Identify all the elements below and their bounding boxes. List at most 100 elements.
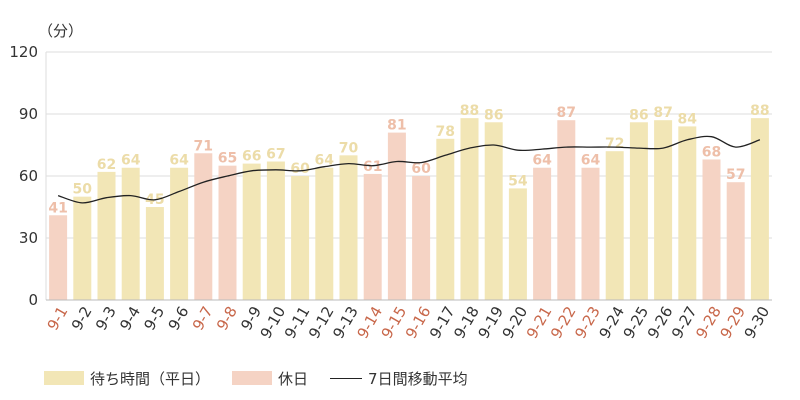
- bar-value-label: 54: [508, 173, 528, 189]
- legend-label-holiday: 休日: [278, 369, 309, 388]
- x-tick-label: 9-6: [165, 303, 193, 333]
- bar-holiday: [557, 120, 576, 300]
- bar-value-label: 87: [557, 105, 576, 121]
- bar-weekday: [508, 188, 527, 300]
- x-tick-label: 9-28: [692, 303, 725, 341]
- bar-value-label: 88: [750, 103, 769, 119]
- x-tick-label: 9-23: [571, 303, 604, 341]
- legend-item-weekday: 待ち時間（平日）: [44, 368, 210, 389]
- bar-value-label: 78: [436, 124, 455, 140]
- legend-item-holiday: 休日: [232, 368, 308, 389]
- legend-swatch-moving-average: [330, 377, 363, 379]
- x-tick-label: 9-5: [140, 303, 168, 333]
- bar-value-label: 87: [653, 105, 672, 121]
- bar-holiday: [702, 159, 721, 300]
- x-tick-label: 9-29: [716, 303, 749, 341]
- bar-value-label: 81: [387, 118, 406, 134]
- bar-value-label: 61: [363, 159, 382, 175]
- bar-weekday: [436, 138, 455, 300]
- x-tick-label: 9-13: [329, 303, 362, 341]
- bar-value-label: 60: [411, 161, 431, 177]
- bar-holiday: [363, 173, 382, 300]
- bar-value-label: 67: [266, 147, 285, 163]
- legend: 待ち時間（平日） 休日 7日間移動平均: [44, 366, 490, 390]
- x-tick-label: 9-15: [378, 303, 411, 341]
- bar-value-label: 57: [726, 167, 745, 183]
- x-tick-label: 9-22: [547, 303, 580, 341]
- bar-value-label: 64: [532, 153, 552, 169]
- bar-weekday: [242, 163, 261, 300]
- x-tick-label: 9-14: [353, 303, 386, 341]
- x-axis: 9-19-29-39-49-59-69-79-89-99-109-119-129…: [44, 299, 774, 342]
- bar-holiday: [726, 182, 745, 300]
- bar-value-label: 66: [242, 149, 261, 165]
- bar-value-label: 64: [581, 153, 601, 169]
- bar-weekday: [484, 122, 503, 301]
- x-tick-label: 9-30: [741, 303, 774, 341]
- legend-item-moving-average: 7日間移動平均: [330, 368, 468, 389]
- bar-value-label: 50: [73, 182, 93, 198]
- bar-value-label: 41: [48, 200, 67, 216]
- moving-average-line: [57, 135, 761, 204]
- y-tick-label: 90: [19, 105, 38, 123]
- bar-value-label: 64: [315, 153, 335, 169]
- x-tick-label: 9-16: [402, 303, 435, 341]
- bars: [49, 118, 769, 301]
- x-tick-label: 9-17: [426, 303, 459, 341]
- x-tick-label: 9-10: [257, 303, 290, 341]
- bar-weekday: [121, 167, 140, 300]
- y-tick-label: 120: [9, 43, 38, 61]
- bar-value-label: 70: [339, 140, 359, 156]
- bar-holiday: [194, 153, 213, 300]
- legend-label-moving-average: 7日間移動平均: [368, 369, 468, 388]
- bar-holiday: [581, 167, 600, 300]
- x-tick-label: 9-27: [668, 303, 701, 341]
- legend-swatch-weekday: [44, 371, 84, 385]
- y-axis-label: （分）: [38, 22, 83, 40]
- bar-weekday: [291, 176, 310, 300]
- bar-weekday: [750, 118, 769, 300]
- x-tick-label: 9-12: [305, 303, 338, 341]
- y-tick-label: 30: [19, 229, 38, 247]
- x-tick-label: 9-11: [281, 303, 314, 341]
- bar-value-label: 60: [290, 161, 310, 177]
- bar-weekday: [315, 167, 334, 300]
- x-tick-label: 9-25: [620, 303, 653, 341]
- bar-weekday: [605, 151, 624, 300]
- bar-value-label: 86: [629, 107, 648, 123]
- bar-weekday: [339, 155, 358, 300]
- bar-value-label: 64: [169, 153, 189, 169]
- bar-holiday: [533, 167, 552, 300]
- bar-holiday: [387, 132, 406, 300]
- legend-label-weekday: 待ち時間（平日）: [90, 369, 211, 388]
- bar-value-label: 86: [484, 107, 503, 123]
- bar-value-label: 68: [702, 144, 721, 160]
- bar-weekday: [629, 122, 648, 301]
- x-tick-label: 9-19: [474, 303, 507, 341]
- bar-weekday: [145, 207, 164, 300]
- x-tick-label: 9-4: [116, 303, 144, 333]
- x-tick-label: 9-18: [450, 303, 483, 341]
- y-tick-label: 60: [19, 167, 38, 185]
- bar-holiday: [218, 165, 237, 300]
- bar-holiday: [412, 176, 431, 300]
- y-axis: 0 30 60 90 120: [9, 43, 47, 309]
- x-tick-label: 9-7: [189, 303, 217, 333]
- x-tick-label: 9-1: [44, 303, 72, 333]
- x-tick-label: 9-26: [644, 303, 677, 341]
- bar-weekday: [678, 126, 697, 301]
- bar-value-label: 62: [97, 157, 116, 173]
- bar-value-label: 71: [194, 138, 213, 154]
- bar-weekday: [73, 196, 92, 300]
- bar-weekday: [170, 167, 189, 300]
- x-tick-label: 9-2: [68, 303, 96, 333]
- x-tick-label: 9-8: [213, 303, 241, 333]
- y-tick-label: 0: [28, 291, 38, 309]
- bar-value-label: 84: [678, 111, 698, 127]
- x-tick-label: 9-20: [499, 303, 532, 341]
- x-tick-label: 9-24: [595, 303, 628, 341]
- bar-value-label: 64: [121, 153, 141, 169]
- legend-swatch-holiday: [232, 371, 273, 385]
